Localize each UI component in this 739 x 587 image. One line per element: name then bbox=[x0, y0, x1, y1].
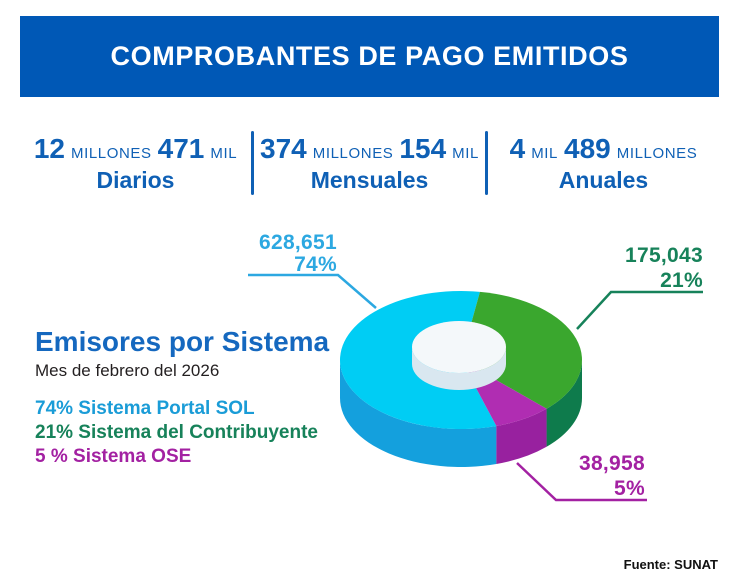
chart-subtitle: Mes de febrero del 2026 bbox=[35, 361, 220, 380]
stat-divider bbox=[251, 131, 254, 195]
stat-monthly-num1: 374 bbox=[260, 133, 307, 164]
stat-yearly-value: 4 MIL 489 MILLONES bbox=[510, 133, 698, 165]
stat-monthly-value: 374 MILLONES 154 MIL bbox=[260, 133, 479, 165]
header-banner: COMPROBANTES DE PAGO EMITIDOS bbox=[20, 16, 719, 97]
pie-slice-top-1 bbox=[461, 291, 582, 409]
callout-ose-count: 38,958 bbox=[579, 452, 645, 475]
page-title: COMPROBANTES DE PAGO EMITIDOS bbox=[110, 41, 629, 71]
stat-yearly-num2: 489 bbox=[564, 133, 611, 164]
stat-yearly-word2: MILLONES bbox=[616, 145, 698, 162]
stat-yearly-label: Anuales bbox=[558, 167, 649, 193]
callout-contribuyente-pct: 21% bbox=[660, 269, 703, 292]
donut-hole-top bbox=[412, 321, 506, 373]
stat-yearly-word1: MIL bbox=[531, 145, 558, 162]
pie-side-0 bbox=[340, 360, 497, 467]
callout-portal-sol-pct: 74% bbox=[294, 253, 337, 276]
stats-row: 12 MILLONES 471 MIL Diarios 374 MILLONES… bbox=[20, 131, 719, 195]
stat-daily-value: 12 MILLONES 471 MIL bbox=[34, 133, 237, 165]
legend-item-portal-sol: 74% Sistema Portal SOL bbox=[35, 398, 255, 419]
stat-daily-word1: MILLONES bbox=[70, 145, 152, 162]
stat-daily: 12 MILLONES 471 MIL Diarios bbox=[20, 131, 251, 195]
stat-yearly: 4 MIL 489 MILLONES Anuales bbox=[488, 131, 719, 195]
callout-portal-sol-count: 628,651 bbox=[259, 231, 337, 254]
stat-monthly-label: Mensuales bbox=[310, 167, 429, 193]
callout-line-2 bbox=[516, 462, 647, 502]
callout-line-0 bbox=[248, 273, 377, 309]
stat-monthly: 374 MILLONES 154 MIL Mensuales bbox=[254, 131, 485, 195]
callout-contribuyente-count: 175,043 bbox=[625, 244, 703, 267]
pie-3d-donut bbox=[248, 273, 703, 502]
stat-yearly-num1: 4 bbox=[509, 133, 526, 164]
source-credit: Fuente: SUNAT bbox=[623, 557, 718, 572]
pie-side-1 bbox=[546, 360, 582, 447]
pie-side-2 bbox=[496, 408, 547, 464]
stat-monthly-word1: MILLONES bbox=[312, 145, 394, 162]
stat-monthly-word2: MIL bbox=[452, 145, 479, 162]
legend-item-ose: 5 % Sistema OSE bbox=[35, 446, 192, 467]
stat-daily-word2: MIL bbox=[210, 145, 238, 162]
stat-daily-label: Diarios bbox=[96, 167, 175, 193]
chart-legend: 74% Sistema Portal SOL 21% Sistema del C… bbox=[35, 397, 318, 469]
stat-daily-num2: 471 bbox=[157, 133, 205, 164]
stat-monthly-num2: 154 bbox=[399, 133, 447, 164]
callout-ose-pct: 5% bbox=[614, 477, 645, 500]
chart-title: Emisores por Sistema bbox=[35, 326, 330, 357]
legend-item-contribuyente: 21% Sistema del Contribuyente bbox=[35, 422, 318, 443]
stat-daily-num1: 12 bbox=[33, 133, 65, 164]
callout-line-1 bbox=[576, 290, 703, 330]
stat-divider bbox=[485, 131, 488, 195]
donut-hole-side bbox=[412, 347, 506, 390]
